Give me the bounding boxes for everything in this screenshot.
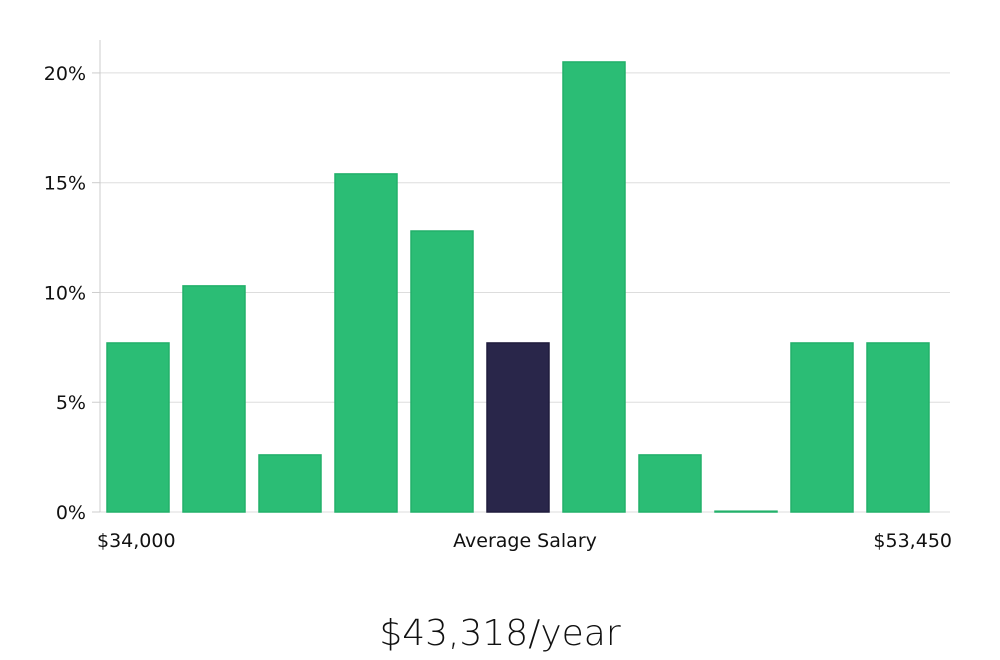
x-label-max: $53,450 [873,530,952,552]
bar [106,342,170,513]
y-tick-label: 15% [44,173,86,195]
y-tick-label: 10% [44,282,86,304]
bar-highlight-average [486,342,550,513]
bar [410,230,474,513]
bar [866,342,930,513]
bars [106,61,930,513]
bar [182,285,246,513]
y-tick-label: 20% [44,63,86,85]
x-label-min: $34,000 [97,530,176,552]
bar [638,454,702,513]
bar [714,510,778,513]
bar [258,454,322,513]
bar [790,342,854,513]
x-axis-title: Average Salary [453,530,597,552]
y-axis-ticks: 0% 5% 10% 15% 20% [44,63,100,524]
bar [334,173,398,513]
bar [562,61,626,513]
y-tick-label: 0% [56,502,86,524]
average-annual-salary: $43,318/year [379,613,621,654]
y-tick-label: 5% [56,392,86,414]
